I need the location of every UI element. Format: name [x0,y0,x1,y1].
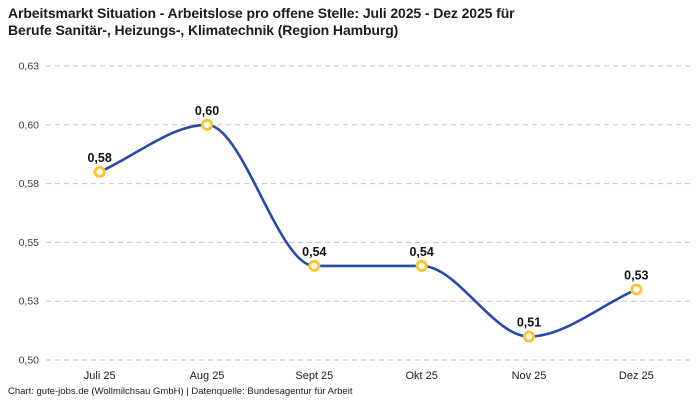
x-axis-tick-label: Sept 25 [295,370,333,382]
data-point-marker [415,259,428,272]
y-axis-tick-label: 0,50 [19,355,40,367]
chart-attribution: Chart: gute-jobs.de (Wollmilchsau GmbH) … [8,386,353,397]
chart-title: Arbeitsmarkt Situation - Arbeitslose pro… [8,5,515,38]
data-point-marker [200,118,213,131]
data-point-label: 0,51 [517,315,541,329]
data-point-label: 0,54 [302,245,326,259]
series-line [98,123,638,338]
data-point-marker [523,330,536,343]
y-axis-tick-label: 0,60 [19,119,40,131]
y-axis-tick-label: 0,58 [19,178,40,190]
data-point-marker [308,259,321,272]
data-point-label: 0,58 [87,151,111,165]
data-point-label: 0,53 [624,268,648,282]
x-axis-tick-label: Aug 25 [190,370,225,382]
y-axis-tick-label: 0,63 [19,61,40,73]
y-axis-tick-label: 0,55 [19,237,40,249]
x-axis-tick-label: Nov 25 [512,370,547,382]
x-axis-tick-label: Dez 25 [619,370,654,382]
x-axis-tick-label: Okt 25 [405,370,437,382]
data-point-label: 0,54 [409,245,433,259]
data-point-label: 0,60 [195,104,219,118]
y-axis-tick-label: 0,53 [19,296,40,308]
data-point-marker [630,283,643,296]
x-axis-tick-label: Juli 25 [84,370,116,382]
data-point-marker [93,165,106,178]
